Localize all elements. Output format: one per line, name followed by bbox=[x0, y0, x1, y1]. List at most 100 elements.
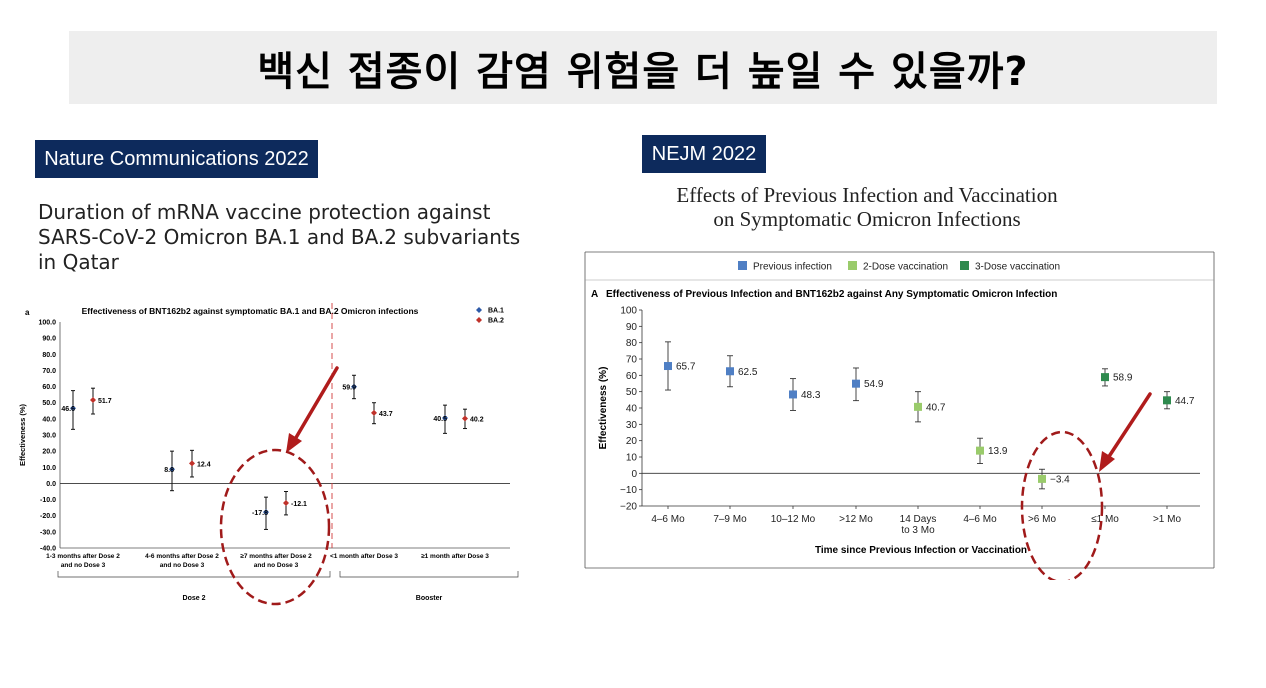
data-point bbox=[371, 409, 377, 416]
y-tick-label: 80.0 bbox=[42, 352, 56, 359]
legend-label: Previous infection bbox=[753, 262, 832, 273]
y-tick-label: −20 bbox=[620, 502, 637, 513]
data-label: 40.2 bbox=[470, 417, 484, 424]
category-label: ≥1 month after Dose 3 bbox=[421, 553, 489, 560]
category-label: ≥7 months after Dose 2 bbox=[240, 553, 312, 560]
y-tick-label: 90.0 bbox=[42, 336, 56, 343]
red-arrow-head bbox=[286, 433, 302, 453]
data-label: 40.5 bbox=[433, 416, 447, 423]
y-tick-label: 30 bbox=[626, 420, 638, 431]
data-point bbox=[263, 509, 269, 516]
chart-title: Effectiveness of Previous Infection and … bbox=[606, 289, 1057, 300]
x-tick-label: to 3 Mo bbox=[901, 525, 935, 536]
legend-marker bbox=[960, 261, 969, 270]
y-tick-label: -10.0 bbox=[40, 497, 56, 504]
y-tick-label: 100.0 bbox=[38, 320, 56, 327]
data-label: 59.9 bbox=[342, 385, 356, 392]
y-tick-label: 10 bbox=[626, 453, 638, 464]
right-heading-line: Effects of Previous Infection and Vaccin… bbox=[676, 183, 1058, 207]
data-label: 62.5 bbox=[738, 367, 758, 378]
data-point bbox=[90, 396, 96, 403]
x-tick-label: 4–6 Mo bbox=[651, 514, 685, 525]
y-tick-label: 60 bbox=[626, 371, 638, 382]
y-tick-label: 90 bbox=[626, 322, 638, 333]
legend-marker bbox=[476, 307, 482, 313]
x-tick-label: >12 Mo bbox=[839, 514, 873, 525]
data-point bbox=[1163, 396, 1171, 405]
y-tick-label: 20.0 bbox=[42, 449, 56, 456]
y-tick-label: 40.0 bbox=[42, 416, 56, 423]
left-chart: a Effectiveness of BNT162b2 against sympt… bbox=[18, 303, 519, 606]
y-tick-label: 0 bbox=[631, 469, 637, 480]
y-tick-label: −10 bbox=[620, 485, 637, 496]
legend-marker bbox=[848, 261, 857, 270]
red-dashed-circle bbox=[219, 448, 331, 606]
legend-label: BA.2 bbox=[488, 318, 504, 325]
legend-label: 3-Dose vaccination bbox=[975, 262, 1060, 273]
left-heading-line: SARS-CoV-2 Omicron BA.1 and BA.2 subvari… bbox=[38, 225, 521, 249]
y-axis-label: Effectiveness (%) bbox=[598, 367, 609, 450]
data-point bbox=[70, 405, 76, 412]
y-tick-label: 50.0 bbox=[42, 400, 56, 407]
data-label: 40.7 bbox=[926, 402, 946, 413]
data-point bbox=[351, 383, 357, 390]
x-tick-label: 10–12 Mo bbox=[771, 514, 816, 525]
data-point bbox=[664, 362, 672, 371]
data-point bbox=[914, 402, 922, 411]
legend-label: BA.1 bbox=[488, 308, 504, 315]
y-tick-label: 70.0 bbox=[42, 368, 56, 375]
category-label: <1 month after Dose 3 bbox=[330, 553, 398, 560]
x-tick-label: 14 Days bbox=[900, 514, 937, 525]
red-arrow bbox=[292, 366, 339, 443]
data-point bbox=[1038, 474, 1046, 483]
y-tick-label: 100 bbox=[620, 306, 637, 317]
data-label: 44.7 bbox=[1175, 396, 1195, 407]
source-badge-left: Nature Communications 2022 bbox=[35, 140, 318, 178]
data-label: -17.8 bbox=[252, 510, 268, 517]
y-tick-label: 50 bbox=[626, 387, 638, 398]
source-badge-right: NEJM 2022 bbox=[642, 135, 766, 173]
data-label: −3.4 bbox=[1050, 474, 1070, 485]
data-label: 48.3 bbox=[801, 390, 821, 401]
y-axis-label: Effectiveness (%) bbox=[18, 403, 27, 466]
x-axis-label: Time since Previous Infection or Vaccina… bbox=[815, 545, 1027, 556]
x-tick-label: >6 Mo bbox=[1028, 514, 1057, 525]
x-tick-label: 7–9 Mo bbox=[713, 514, 747, 525]
right-heading: Effects of Previous Infection and Vaccin… bbox=[600, 183, 1134, 231]
red-arrow bbox=[1106, 392, 1152, 460]
data-point bbox=[442, 415, 448, 422]
y-tick-label: 10.0 bbox=[42, 465, 56, 472]
category-label: 4-6 months after Dose 2 bbox=[145, 553, 219, 560]
left-heading-line: in Qatar bbox=[38, 250, 119, 274]
y-tick-label: 30.0 bbox=[42, 433, 56, 440]
legend-marker bbox=[476, 317, 482, 323]
data-point bbox=[169, 466, 175, 473]
data-point bbox=[462, 415, 468, 422]
x-tick-label: ≤1 Mo bbox=[1091, 514, 1119, 525]
data-point bbox=[852, 379, 860, 388]
legend-marker bbox=[738, 261, 747, 270]
category-label: 1-3 months after Dose 2 bbox=[46, 553, 120, 560]
data-label: 58.9 bbox=[1113, 373, 1133, 384]
data-point bbox=[789, 390, 797, 399]
category-label: and no Dose 3 bbox=[254, 562, 299, 569]
right-chart: Previous infection 2-Dose vaccination 3-Do… bbox=[584, 251, 1215, 580]
data-point bbox=[726, 367, 734, 376]
data-label: 8.8 bbox=[164, 467, 174, 474]
chart-title: Effectiveness of BNT162b2 against sympto… bbox=[82, 306, 419, 316]
x-tick-label: >1 Mo bbox=[1153, 514, 1182, 525]
category-label: and no Dose 3 bbox=[61, 562, 106, 569]
y-tick-label: 70 bbox=[626, 355, 638, 366]
page-title: 백신 접종이 감염 위험을 더 높일 수 있을까? bbox=[257, 48, 1029, 95]
panel-label: A bbox=[591, 289, 598, 300]
x-tick-label: 4–6 Mo bbox=[963, 514, 997, 525]
group-bracket bbox=[57, 571, 331, 578]
title-bar: 백신 접종이 감염 위험을 더 높일 수 있을까? bbox=[69, 31, 1217, 104]
group-bracket bbox=[339, 571, 519, 578]
y-tick-label: 40 bbox=[626, 404, 638, 415]
y-tick-label: 60.0 bbox=[42, 384, 56, 391]
y-tick-label: 80 bbox=[626, 338, 638, 349]
data-point bbox=[1101, 373, 1109, 382]
data-point bbox=[976, 446, 984, 455]
y-tick-label: -30.0 bbox=[40, 529, 56, 536]
